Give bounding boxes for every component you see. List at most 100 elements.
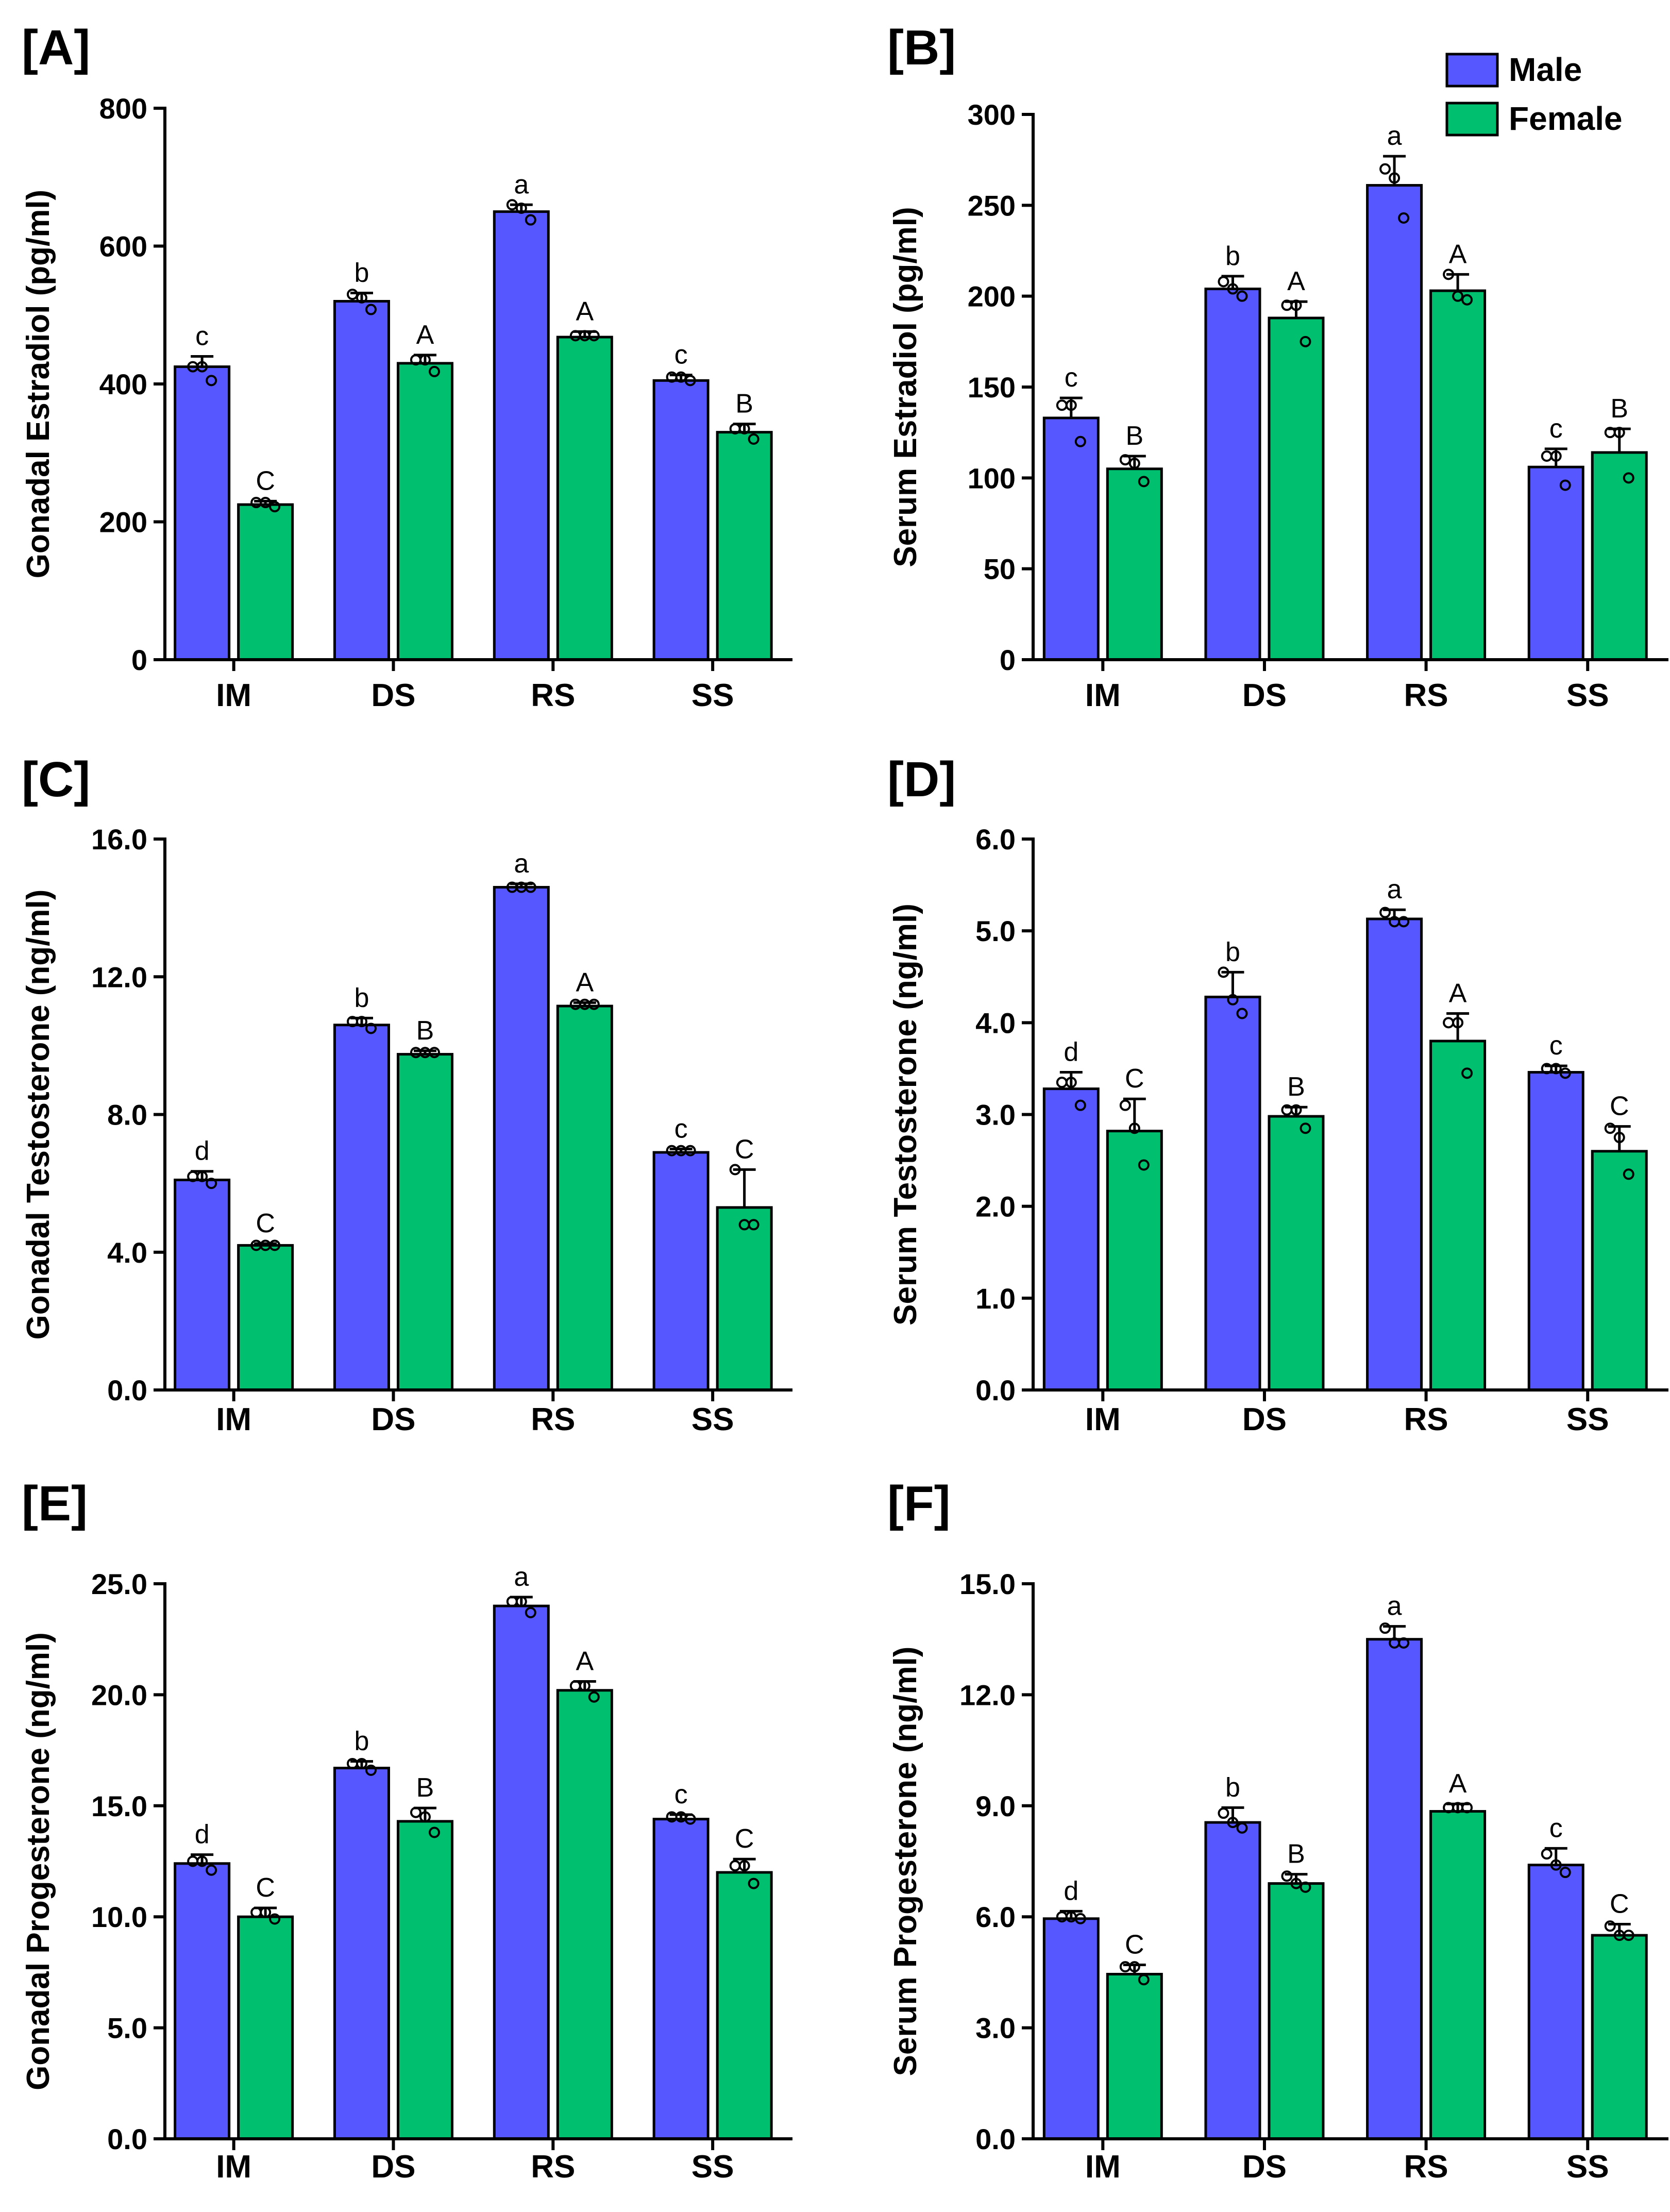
x-tick-label: RS <box>531 2149 575 2185</box>
x-tick-label: SS <box>1566 678 1609 713</box>
significance-letter: c <box>674 340 688 370</box>
chart-panel-6: [F] d b a c C B A C 0.0 3.0 6.0 9.0 12.0 15.0 IM DS RS SS S… <box>887 1476 1668 2185</box>
bar-male-rs <box>1366 917 1423 1392</box>
x-tick-label: SS <box>691 678 734 713</box>
legend-swatch-female <box>1445 102 1499 137</box>
y-tick-label: 4.0 <box>975 1007 1016 1039</box>
significance-letter: A <box>1449 239 1467 269</box>
panel-label: [A] <box>22 20 90 75</box>
y-tick-label: 0 <box>131 644 147 676</box>
bar-male-rs <box>493 210 550 661</box>
y-tick-label: 9.0 <box>975 1790 1016 1822</box>
significance-letter: A <box>576 1647 594 1677</box>
significance-letter: b <box>355 983 369 1013</box>
significance-letter: C <box>1610 1889 1629 1919</box>
panel-label: [E] <box>22 1476 88 1531</box>
bar-female-im <box>237 1915 294 2140</box>
data-point <box>1461 294 1473 306</box>
data-point <box>1236 290 1248 302</box>
x-tick-label: SS <box>1566 2149 1609 2185</box>
x-tick-label: DS <box>371 1402 415 1437</box>
data-point <box>748 1219 760 1231</box>
y-tick-label: 12.0 <box>959 1679 1016 1711</box>
y-tick-label: 100 <box>968 462 1016 494</box>
bar-female-rs <box>1429 1040 1487 1392</box>
data-point <box>1119 1099 1131 1111</box>
data-point <box>1218 966 1229 978</box>
x-tick-label: IM <box>1085 1402 1121 1437</box>
significance-letter: B <box>1610 394 1628 424</box>
data-point <box>588 1691 600 1703</box>
data-point <box>1074 1099 1086 1111</box>
x-tick-label: SS <box>1566 1402 1609 1437</box>
data-point <box>1227 994 1239 1006</box>
y-tick-label: 2.0 <box>975 1191 1016 1223</box>
significance-letter: B <box>1125 421 1143 451</box>
data-point <box>1541 450 1553 462</box>
x-tick-label: DS <box>1242 2149 1287 2185</box>
chart-panel-3: [C] d b a c C B A C 0.0 4.0 8.0 12.0 16.0 IM DS RS SS Gona… <box>21 752 792 1437</box>
significance-letter: A <box>416 320 434 350</box>
data-point <box>1300 336 1311 347</box>
data-point <box>356 1016 367 1028</box>
y-tick-label: 12.0 <box>91 961 147 993</box>
y-tick-label: 300 <box>968 98 1016 131</box>
data-point <box>1461 1802 1473 1814</box>
bar-female-rs <box>1429 1810 1487 2140</box>
significance-letter: A <box>1449 1769 1467 1799</box>
significance-letter: C <box>1125 1930 1144 1960</box>
data-point <box>1227 283 1239 295</box>
y-tick-label: 250 <box>968 189 1016 222</box>
data-point <box>1290 299 1302 311</box>
y-axis-title: Serum Testosterone (ng/ml) <box>888 903 923 1326</box>
data-point <box>515 202 527 214</box>
data-point <box>365 1764 377 1776</box>
significance-letter: c <box>674 1114 688 1144</box>
significance-letter: A <box>576 967 594 997</box>
data-point <box>410 1806 421 1818</box>
x-tick-label: DS <box>1242 1402 1287 1437</box>
data-point <box>1379 907 1391 918</box>
data-point <box>1443 269 1455 280</box>
data-point <box>428 1826 440 1838</box>
significance-letter: C <box>256 466 275 496</box>
significance-letter: d <box>1064 1037 1078 1067</box>
y-tick-label: 3.0 <box>975 1099 1016 1131</box>
data-point <box>1389 172 1401 184</box>
data-point <box>260 1906 272 1918</box>
significance-letter: B <box>1287 1839 1305 1869</box>
bar-male-ds <box>1204 1821 1261 2140</box>
data-point <box>1074 1913 1086 1924</box>
y-tick-label: 20.0 <box>91 1679 147 1711</box>
significance-letter: a <box>514 170 529 199</box>
significance-letter: C <box>256 1873 275 1903</box>
y-tick-label: 15.0 <box>91 1790 147 1822</box>
data-point <box>1379 163 1391 175</box>
data-point <box>1065 1077 1077 1088</box>
chart-panel-2: [B] c b a c B A A B 0 50 100 150 200 250 300 IM DS RS SS Ser… <box>887 20 1668 713</box>
bar-male-ds <box>333 300 390 661</box>
bar-male-im <box>1042 1917 1100 2140</box>
data-point <box>1452 1017 1464 1029</box>
bar-female-ds <box>396 1053 453 1392</box>
data-point <box>1056 399 1068 411</box>
data-point <box>1119 454 1131 466</box>
bar-female-ds <box>1268 1115 1325 1392</box>
data-point <box>1236 1822 1248 1834</box>
data-point <box>196 1855 208 1867</box>
significance-letter: B <box>1287 1072 1305 1102</box>
y-axis-title: Gonadal Progesterone (ng/ml) <box>21 1632 56 2090</box>
y-tick-label: 4.0 <box>107 1236 147 1269</box>
x-tick-label: DS <box>1242 678 1287 713</box>
significance-letter: a <box>1387 1591 1402 1621</box>
data-point <box>1128 458 1140 470</box>
x-tick-label: IM <box>216 678 251 713</box>
data-point <box>1300 1122 1311 1134</box>
bar-male-rs <box>493 1604 550 2140</box>
significance-letter: A <box>1287 266 1305 296</box>
x-tick-label: RS <box>531 1402 575 1437</box>
bar-male-im <box>1042 416 1100 661</box>
data-point <box>675 371 687 383</box>
x-tick-label: DS <box>371 678 415 713</box>
data-point <box>1128 1122 1140 1134</box>
